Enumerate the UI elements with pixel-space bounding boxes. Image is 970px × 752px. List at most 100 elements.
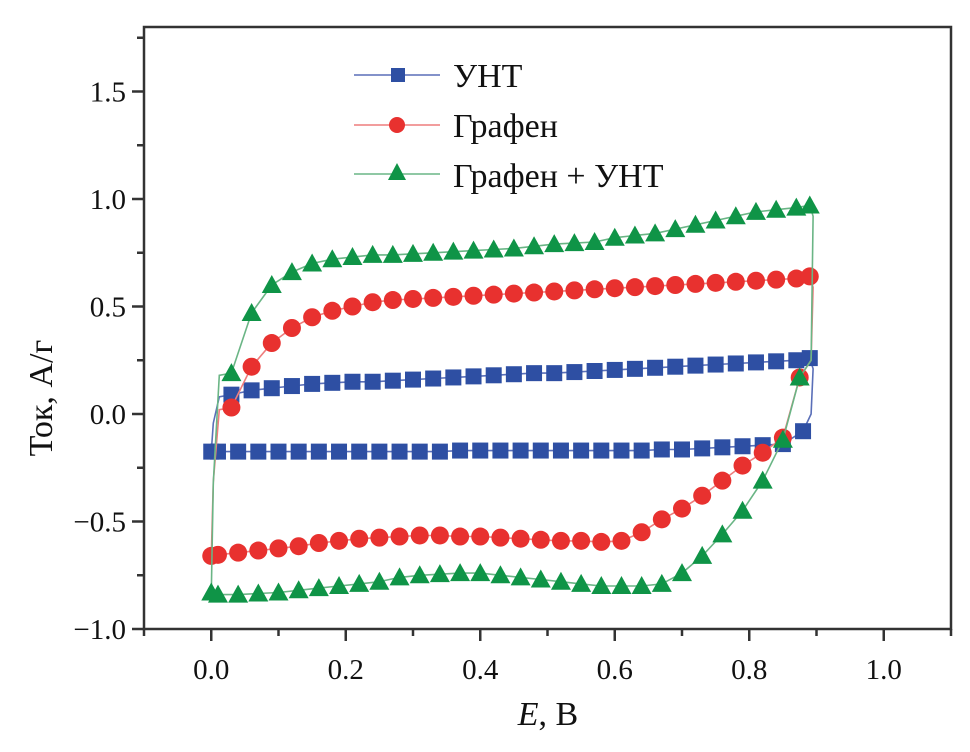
data-point-graphene-unt xyxy=(571,573,592,592)
data-point-unt xyxy=(546,365,563,382)
data-point-unt xyxy=(512,442,529,459)
data-point-graphene-unt xyxy=(624,225,645,244)
data-point-unt xyxy=(573,442,590,459)
data-point-unt xyxy=(371,443,388,460)
data-point-graphene xyxy=(787,269,806,288)
data-point-unt xyxy=(405,371,421,388)
data-point-graphene-unt xyxy=(201,582,222,601)
data-point-graphene xyxy=(646,277,665,296)
data-point-graphene-unt xyxy=(672,563,692,582)
data-point-graphene xyxy=(363,293,382,312)
data-point-graphene xyxy=(282,319,301,337)
data-point-graphene-unt xyxy=(564,233,585,252)
y-tick-label: −1.0 xyxy=(73,614,126,646)
data-point-graphene xyxy=(484,285,503,304)
data-point-graphene-unt xyxy=(584,232,605,250)
x-tick-label: 0.2 xyxy=(328,654,364,686)
data-point-unt xyxy=(331,443,348,460)
data-point-graphene-unt xyxy=(510,567,531,586)
data-point-unt xyxy=(687,357,704,374)
data-point-graphene-unt xyxy=(732,500,753,519)
data-point-graphene-unt xyxy=(322,249,343,268)
data-point-graphene xyxy=(424,288,443,307)
data-point-unt xyxy=(411,443,428,460)
data-point-unt xyxy=(344,373,361,390)
data-point-graphene-unt xyxy=(745,201,766,220)
data-point-graphene xyxy=(410,526,429,545)
data-point-graphene xyxy=(612,531,631,550)
data-point-graphene-unt xyxy=(403,243,423,262)
data-point-graphene-unt xyxy=(799,195,820,214)
data-point-unt xyxy=(747,354,764,371)
legend-label-unt: УНТ xyxy=(453,58,523,95)
data-point-graphene xyxy=(673,499,691,518)
data-point-unt xyxy=(653,441,670,458)
data-point-graphene-unt xyxy=(591,576,612,594)
data-point-unt xyxy=(707,356,724,373)
data-point-graphene xyxy=(625,278,644,297)
series-unt xyxy=(203,350,818,460)
data-point-graphene-unt xyxy=(281,262,302,281)
data-point-unt xyxy=(606,361,623,378)
data-point-unt xyxy=(667,358,684,375)
data-point-graphene xyxy=(222,398,241,417)
data-point-graphene xyxy=(471,527,490,546)
data-point-graphene xyxy=(551,531,570,550)
data-point-graphene-unt xyxy=(766,199,787,218)
data-point-graphene-unt xyxy=(470,563,491,582)
data-point-graphene xyxy=(249,541,268,560)
data-point-graphene-unt xyxy=(544,234,565,253)
legend-item-graphene: Графен xyxy=(354,108,558,145)
data-point-graphene xyxy=(800,267,819,286)
data-point-unt xyxy=(505,366,522,383)
data-point-graphene xyxy=(504,284,523,303)
data-point-graphene-unt xyxy=(261,275,282,293)
data-point-graphene xyxy=(666,276,685,294)
data-point-graphene xyxy=(565,281,584,300)
series-graphene-unt xyxy=(201,195,820,603)
data-point-unt xyxy=(250,443,267,460)
data-point-unt xyxy=(492,442,509,459)
data-point-graphene xyxy=(451,527,470,546)
data-point-graphene-unt xyxy=(611,576,632,594)
data-point-graphene xyxy=(632,523,651,542)
data-point-graphene xyxy=(430,526,449,545)
data-point-graphene-unt xyxy=(349,573,370,592)
legend: УНТ Графен Графен + УНТ xyxy=(354,58,664,195)
data-point-graphene xyxy=(545,282,564,301)
data-point-graphene-unt xyxy=(604,227,625,246)
data-point-graphene xyxy=(511,529,530,548)
data-point-unt xyxy=(566,364,583,381)
y-tick-label: 0.0 xyxy=(90,399,126,431)
data-point-graphene xyxy=(350,529,369,548)
data-point-graphene-unt xyxy=(302,253,323,272)
data-point-unt xyxy=(694,440,711,457)
data-point-unt xyxy=(324,374,341,391)
data-point-graphene-unt xyxy=(443,241,464,260)
data-point-graphene-unt xyxy=(725,206,746,225)
data-point-graphene-unt xyxy=(631,576,652,594)
data-point-graphene xyxy=(531,530,550,549)
legend-marker-square xyxy=(391,68,405,82)
x-tick-label: 1.0 xyxy=(866,654,902,686)
data-point-unt xyxy=(431,443,448,460)
x-tick-label: 0.4 xyxy=(462,654,499,686)
data-point-unt xyxy=(633,442,650,459)
data-point-unt xyxy=(230,443,247,460)
data-point-unt xyxy=(364,373,381,390)
legend-item-graphene-unt: Графен + УНТ xyxy=(354,158,664,195)
data-point-unt xyxy=(552,442,569,459)
data-point-unt xyxy=(593,442,610,459)
data-point-graphene-unt xyxy=(651,573,672,592)
data-point-graphene xyxy=(753,443,772,462)
data-point-graphene xyxy=(330,531,349,550)
data-point-graphene-unt xyxy=(483,239,504,258)
data-point-unt xyxy=(532,442,549,459)
data-point-graphene-unt xyxy=(645,223,666,242)
data-point-graphene-unt xyxy=(705,210,726,229)
data-point-graphene xyxy=(693,486,712,505)
x-axis-title: E, В xyxy=(517,696,578,733)
data-point-graphene-unt xyxy=(308,578,329,597)
data-point-graphene-unt xyxy=(241,302,262,321)
data-point-unt xyxy=(290,443,307,460)
